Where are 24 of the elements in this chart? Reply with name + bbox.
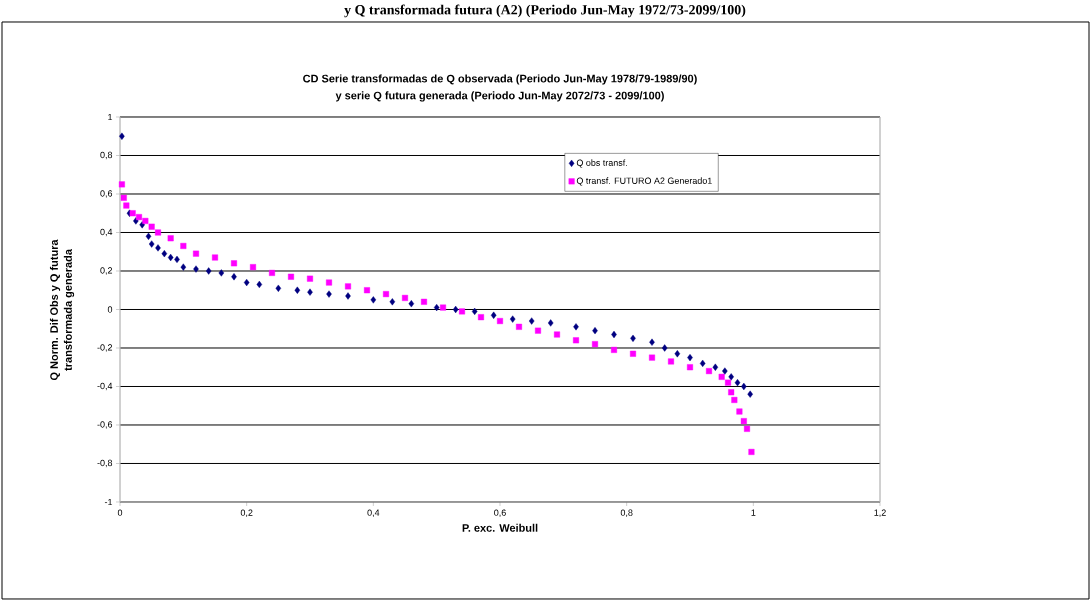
x-tick-label: 1,2 xyxy=(874,509,886,517)
x-axis-title: P. exc. Weibull xyxy=(462,523,538,532)
legend-label: Q transf. FUTURO A2 Generado1 xyxy=(576,177,712,186)
y-tick-label: 0,2 xyxy=(100,267,113,275)
y-axis-title: Q Norm. Dif Obs y Q futura transformada generada xyxy=(49,239,75,381)
x-tick-label: 0,2 xyxy=(240,509,253,517)
y-tick-label: -0,6 xyxy=(97,421,113,429)
x-tick-label: 1 xyxy=(751,509,756,516)
y-tick-label: -0,8 xyxy=(97,459,113,468)
y-tick-label: 0,8 xyxy=(100,151,113,160)
x-tick-label: 0,6 xyxy=(494,509,506,517)
y-tick-label: 0,4 xyxy=(100,228,113,237)
x-tick-label: 0,4 xyxy=(367,509,380,517)
y-tick-label: -0,2 xyxy=(97,344,113,352)
x-tick-label: 0 xyxy=(117,509,123,516)
chart-title: CD Serie transformadas de Q observada (Periodo Jun-May 1978/79-1989/90) y serie Q futura generada (Periodo Jun-May 2072/73 - 2099/100) xyxy=(303,74,697,102)
text: y Q transformada futura (A2) (Periodo Jun-May 1972/73-2099/100) xyxy=(344,4,746,18)
y-tick-label: 0,6 xyxy=(100,190,113,198)
y-tick-label: -1 xyxy=(104,498,113,506)
legend-label: Q obs transf. xyxy=(576,159,627,168)
y-tick-label: 1 xyxy=(108,113,113,121)
y-tick-label: -0,4 xyxy=(97,382,113,391)
x-tick-label: 0,8 xyxy=(620,509,633,517)
y-tick-label: 0 xyxy=(107,306,113,313)
